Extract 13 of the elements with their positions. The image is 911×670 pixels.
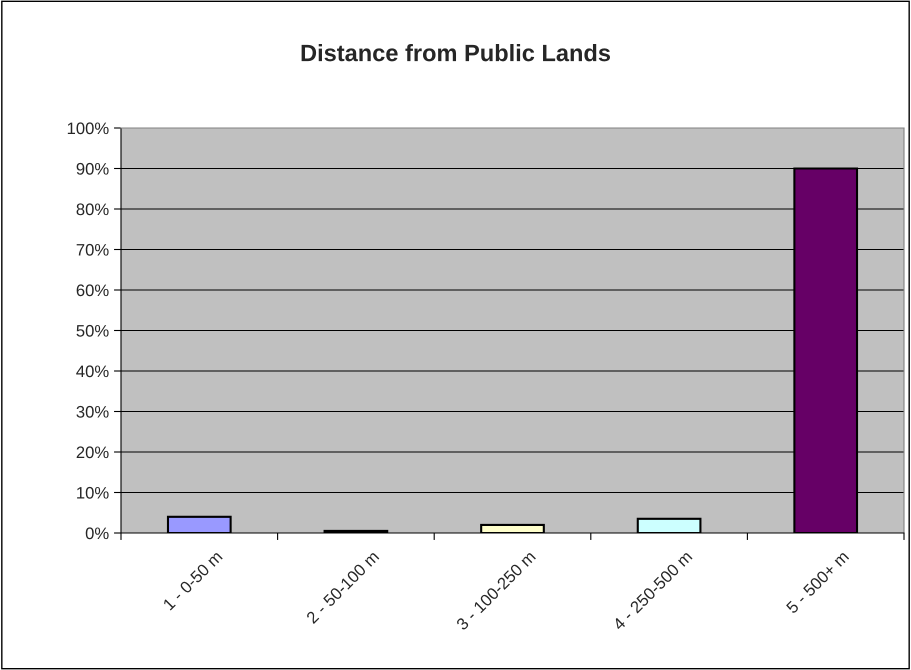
y-tick-label: 70% [76, 244, 109, 256]
y-tick-label: 100% [68, 122, 109, 134]
y-tick-label: 90% [76, 162, 109, 175]
y-tick-label: 30% [76, 406, 109, 418]
y-tick-label: 20% [76, 446, 109, 458]
y-tick-label: 50% [76, 324, 109, 337]
y-tick-label: 0% [86, 527, 109, 540]
y-tick-label: 60% [76, 284, 109, 296]
y-tick-label: 80% [76, 203, 109, 216]
x-tick-label: 1 - 0-50 m [162, 550, 223, 611]
y-tick-label: 10% [77, 486, 109, 499]
y-tick-label: 40% [76, 365, 109, 378]
chart-title: Distance from Public Lands [302, 44, 610, 62]
